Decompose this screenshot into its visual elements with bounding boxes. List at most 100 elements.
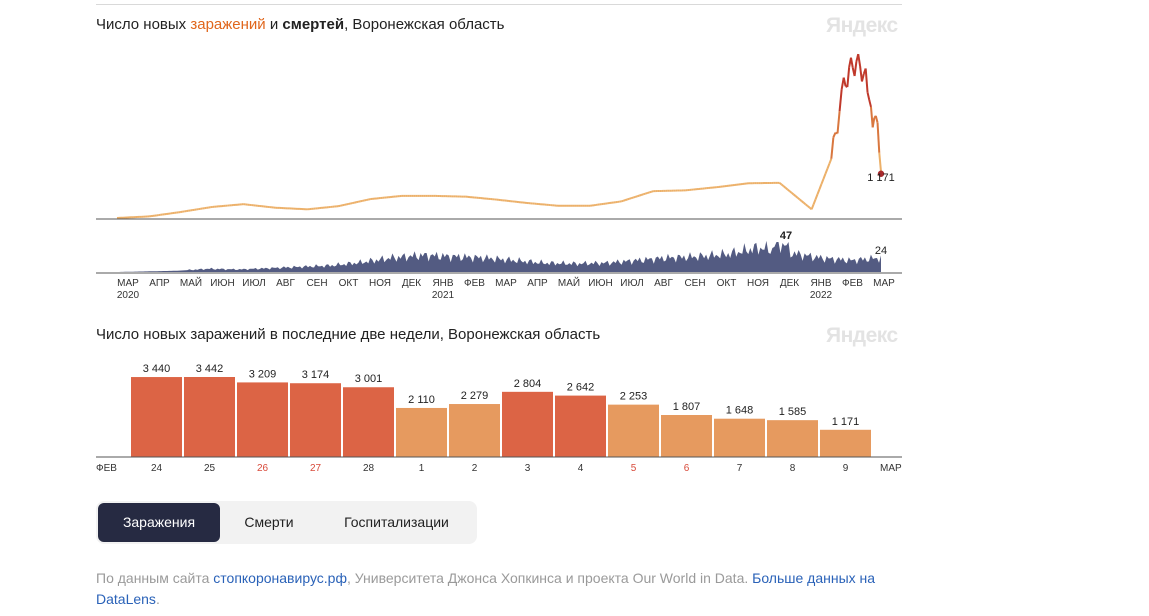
- infections-line-segment: [630, 196, 634, 200]
- infections-line-segment: [853, 61, 858, 77]
- bar-value-label: 3 209: [249, 368, 277, 380]
- infections-line-segment: [838, 89, 843, 112]
- bar: [502, 391, 553, 457]
- x-tick-label: СЕН: [684, 278, 705, 289]
- x-tick-label: НОЯ: [369, 278, 391, 289]
- bar-value-label: 1 648: [726, 405, 754, 417]
- infections-line-segment: [628, 197, 632, 200]
- infections-line-segment: [820, 178, 825, 185]
- infections-line-segment: [632, 195, 636, 199]
- infections-line-layer: [116, 53, 885, 219]
- x-tick-label: ДЕК: [402, 278, 421, 289]
- x-tick-label: СЕН: [306, 278, 327, 289]
- infections-line-segment: [810, 203, 815, 210]
- x-year-label: 2021: [432, 290, 455, 301]
- bar-chart-title: Число новых заражений в последние две не…: [96, 326, 601, 343]
- bar: [449, 404, 500, 457]
- area-peak-value-label: 47: [780, 230, 792, 242]
- infections-line-segment: [846, 67, 851, 88]
- infections-line-segment: [857, 53, 862, 67]
- bar-value-label: 3 174: [302, 369, 330, 381]
- infections-line-segment: [786, 188, 791, 192]
- x-tick-label: ОКТ: [339, 278, 359, 289]
- bar: [396, 407, 447, 457]
- infections-line-segment: [864, 68, 869, 93]
- x-axis-labels: МАР АПР МАЙ ИЮН ИЮЛ АВГ СЕН ОКТ НОЯ ДЕК ЯНВ ФЕВ МАР А…: [117, 276, 895, 301]
- infections-line-segment: [792, 193, 797, 197]
- x-tick-label: МАЙ: [180, 276, 202, 289]
- x-tick-label: НОЯ: [747, 278, 769, 289]
- infections-line-segment: [648, 190, 652, 194]
- deaths-area: [117, 240, 881, 272]
- bar-value-label: 1 807: [673, 401, 701, 413]
- infections-line-segment: [806, 205, 811, 209]
- bar-category-label: 25: [204, 463, 216, 474]
- infections-line-segment: [876, 122, 881, 153]
- infections-line-segment: [832, 132, 837, 138]
- infections-line-segment: [796, 196, 801, 201]
- deaths-area-layer: [117, 240, 881, 272]
- bar-category-label: 8: [790, 463, 796, 474]
- bar-category-label: 26: [257, 463, 269, 474]
- infections-line-segment: [620, 199, 624, 203]
- infections-line-segment: [836, 111, 841, 134]
- bar: [820, 429, 871, 457]
- bar: [555, 395, 606, 457]
- infections-line-segment: [794, 195, 799, 199]
- infections-line-segment: [640, 193, 644, 196]
- bar-category-label: 1: [419, 463, 425, 474]
- infections-line-segment: [642, 192, 646, 196]
- tab-deaths[interactable]: Смерти: [244, 514, 294, 530]
- bar-value-label: 1 171: [832, 416, 860, 428]
- infections-line-segment: [818, 183, 823, 190]
- infections-line-segment: [782, 185, 787, 189]
- infections-line-segment: [638, 194, 642, 197]
- bar: [237, 382, 288, 457]
- bar-value-label: 2 110: [408, 394, 435, 406]
- datalens-link[interactable]: Больше данных на DataLens: [96, 570, 876, 607]
- bar: [131, 377, 182, 457]
- bar: [767, 420, 818, 457]
- x-tick-label: МАР: [873, 278, 895, 289]
- infections-line-segment: [634, 195, 638, 198]
- x-tick-label: МАР: [117, 278, 139, 289]
- main-chart-title: Число новых заражений и смертей, Воронеж…: [96, 16, 505, 33]
- x-tick-label: АПР: [527, 278, 548, 289]
- infections-line-segment: [804, 203, 809, 207]
- main-chart: МАР АПР МАЙ ИЮН ИЮЛ АВГ СЕН ОКТ НОЯ ДЕК ЯНВ ФЕВ МАР А…: [96, 53, 902, 301]
- stopcoronavirus-link[interactable]: стопкоронавирус.рф: [213, 570, 347, 586]
- bar-category-label: 4: [578, 463, 584, 474]
- bar-value-label: 3 440: [143, 363, 171, 375]
- metric-tabs: Заражения Смерти Госпитализации: [96, 501, 477, 544]
- bar: [184, 377, 235, 457]
- infections-line-segment: [849, 57, 854, 69]
- infections-line-segment: [842, 77, 847, 87]
- x-tick-label: ЯНВ: [810, 278, 831, 289]
- infections-line-segment: [780, 183, 785, 187]
- bar-category-label: 27: [310, 463, 322, 474]
- title-and: и: [265, 16, 283, 33]
- infections-line-segment: [644, 192, 648, 195]
- x-tick-label: МАЙ: [558, 276, 580, 289]
- infections-line-segment: [828, 158, 833, 165]
- infections-line-segment: [788, 190, 793, 194]
- bar-category-label: 2: [472, 463, 478, 474]
- bar: [714, 418, 765, 457]
- x-tick-label: МАР: [495, 278, 517, 289]
- infections-line-segment: [874, 115, 879, 124]
- x-tick-label: АВГ: [276, 278, 295, 289]
- title-prefix: Число новых: [96, 16, 191, 33]
- bar-category-label: 5: [631, 463, 637, 474]
- infections-line-segment: [802, 201, 807, 206]
- bar-category-label: 6: [684, 463, 690, 474]
- x-tick-label: ИЮН: [210, 278, 235, 289]
- infections-line-segment: [800, 200, 805, 204]
- bar-category-label: 3: [525, 463, 531, 474]
- bar-month-right: МАР: [880, 463, 902, 474]
- bar-month-left: ФЕВ: [96, 463, 117, 474]
- yandex-logo: Яндекс: [826, 14, 898, 37]
- tab-infections[interactable]: Заражения: [98, 503, 220, 542]
- bar-value-label: 1 585: [779, 406, 807, 418]
- tab-hospitalizations[interactable]: Госпитализации: [344, 514, 449, 530]
- infections-line-segment: [868, 99, 872, 108]
